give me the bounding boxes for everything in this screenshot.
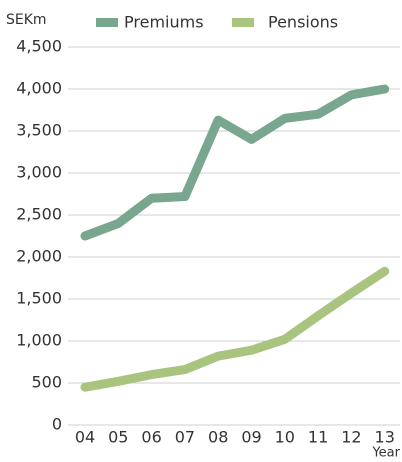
x-tick-label: 08 [208, 428, 228, 447]
x-axis-label: Year [371, 446, 400, 461]
series-line [80, 84, 390, 241]
y-tick-label: 4,500 [16, 37, 62, 56]
y-tick-label: 0 [52, 415, 62, 434]
legend-label: Premiums [124, 13, 204, 32]
x-tick-label: 11 [308, 428, 328, 447]
y-tick-label: 3,000 [16, 163, 62, 182]
legend-swatch [232, 18, 254, 27]
x-tick-label: 07 [175, 428, 195, 447]
y-tick-label: 2,000 [16, 247, 62, 266]
x-tick-label: 13 [375, 428, 395, 447]
y-tick-label: 500 [31, 373, 62, 392]
x-tick-label: 05 [108, 428, 128, 447]
x-tick-label: 04 [75, 428, 95, 447]
x-tick-label: 12 [341, 428, 361, 447]
x-tick-label: 10 [275, 428, 295, 447]
y-tick-label: 4,000 [16, 79, 62, 98]
series-line [80, 266, 390, 392]
legend-label: Pensions [268, 13, 338, 32]
y-tick-label: 1,000 [16, 331, 62, 350]
x-tick-label: 06 [141, 428, 161, 447]
y-tick-label: 3,500 [16, 121, 62, 140]
legend-swatch [96, 18, 118, 27]
x-tick-label: 09 [241, 428, 261, 447]
y-axis-label: SEKm [6, 12, 47, 28]
y-tick-label: 1,500 [16, 289, 62, 308]
y-tick-label: 2,500 [16, 205, 62, 224]
